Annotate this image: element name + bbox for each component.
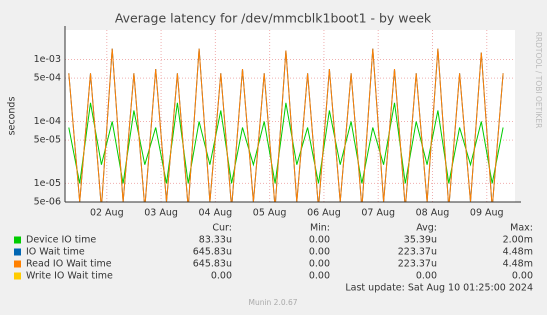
legend-stat: 0.00 <box>309 271 330 282</box>
legend-label: Read IO Wait time <box>26 259 112 270</box>
x-tick-label: 06 Aug <box>307 208 341 219</box>
watermark: RRDTOOL / TOBI OETIKER <box>534 32 543 129</box>
plot-lines <box>68 48 504 202</box>
legend-stat: 223.37u <box>398 259 437 270</box>
y-tick-label: 5e-05 <box>34 135 61 146</box>
legend-stat: 645.83u <box>193 259 232 270</box>
last-update: Last update: Sat Aug 10 01:25:00 2024 <box>345 283 533 294</box>
legend-header: Cur: <box>212 223 232 234</box>
x-tick-label: 09 Aug <box>470 208 504 219</box>
legend-stat: 2.00m <box>503 235 533 246</box>
legend-stat: 0.00 <box>309 259 330 270</box>
legend-stat: 645.83u <box>193 247 232 258</box>
y-axis-label: seconds <box>7 97 18 136</box>
legend-stat: 223.37u <box>398 247 437 258</box>
x-tick-label: 04 Aug <box>199 208 233 219</box>
legend-stat: 0.00 <box>416 271 437 282</box>
legend-stat: 83.33u <box>199 235 232 246</box>
legend-label: Write IO Wait time <box>26 271 113 282</box>
y-tick-label: 1e-05 <box>34 178 61 189</box>
x-tick-label: 08 Aug <box>416 208 450 219</box>
x-tick-label: 07 Aug <box>361 208 395 219</box>
legend-header: Min: <box>310 223 330 234</box>
legend-label: Device IO time <box>26 235 96 246</box>
y-tick-label: 1e-03 <box>34 54 61 65</box>
legend-stat: 35.39u <box>404 235 437 246</box>
legend-stat: 0.00 <box>512 271 533 282</box>
legend-stat: 0.00 <box>309 247 330 258</box>
legend-stat: 0.00 <box>309 235 330 246</box>
footer: Munin 2.0.67 <box>248 298 297 307</box>
legend-swatch <box>14 236 21 244</box>
chart-title: Average latency for /dev/mmcblk1boot1 - … <box>115 11 432 26</box>
legend-header: Avg: <box>416 223 437 234</box>
legend-label: IO Wait time <box>26 247 85 258</box>
y-tick-label: 1e-04 <box>34 116 61 127</box>
x-tick-label: 02 Aug <box>90 208 124 219</box>
legend-swatch <box>14 272 21 280</box>
plot-area <box>65 30 515 202</box>
legend-swatch <box>14 248 21 256</box>
legend-stat: 4.48m <box>503 259 533 270</box>
y-tick-label: 5e-04 <box>34 73 61 84</box>
x-tick-label: 03 Aug <box>144 208 178 219</box>
series-line <box>68 48 504 202</box>
legend-header: Max: <box>510 223 533 234</box>
legend-stat: 4.48m <box>503 247 533 258</box>
legend-swatch <box>14 260 21 268</box>
y-tick-label: 5e-06 <box>34 197 61 208</box>
legend-stat: 0.00 <box>211 271 232 282</box>
x-tick-label: 05 Aug <box>253 208 287 219</box>
